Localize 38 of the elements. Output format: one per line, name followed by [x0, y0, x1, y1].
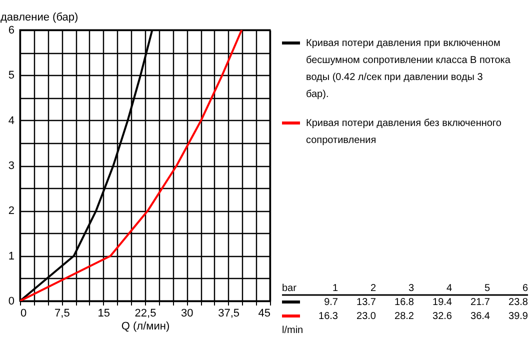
legend-label: Кривая потери давления без включенного сопротивления	[306, 118, 502, 146]
x-axis-title: Q (л/мин)	[121, 320, 170, 332]
text: 39.9	[508, 311, 528, 322]
legend-label: Кривая потери давления при включенном бесшумном сопротивлении класса B потока воды (0.42 л/сек при давлении воды 3 бар).	[306, 38, 511, 100]
x-tick-label: 30	[181, 308, 194, 320]
x-tick-label: 37,5	[218, 308, 240, 320]
text: 1	[332, 283, 338, 294]
y-tick-label: 2	[8, 205, 14, 218]
text: 3	[408, 283, 414, 294]
text: 6	[522, 283, 528, 294]
text: 13.7	[356, 297, 376, 308]
text: 23.8	[508, 297, 528, 308]
y-axis-title: давление (бар)	[0, 12, 78, 24]
text: 4	[446, 283, 452, 294]
text: 36.4	[470, 311, 490, 322]
text: 32.6	[432, 311, 452, 322]
text: bar	[282, 283, 298, 294]
y-tick-label: 5	[8, 70, 14, 82]
x-tick-label: 7,5	[54, 308, 70, 320]
text: 16.8	[394, 297, 414, 308]
text: 5	[484, 283, 490, 294]
text: 16.3	[318, 311, 338, 322]
x-tick-label: 15	[98, 308, 110, 320]
text: 9.7	[324, 297, 338, 308]
x-tick-label: 45	[258, 308, 270, 320]
text: l/min	[282, 325, 304, 336]
y-tick-label: 3	[8, 160, 14, 172]
text: 28.2	[394, 311, 414, 322]
y-tick-label: 4	[8, 114, 14, 127]
text: 19.4	[432, 297, 452, 308]
y-tick-label: 0	[8, 296, 14, 308]
x-tick-label: 0	[20, 308, 27, 320]
x-tick-label: 22,5	[134, 308, 156, 320]
y-tick-label: 6	[8, 24, 14, 36]
y-tick-label: 1	[8, 250, 14, 262]
text: 23.0	[356, 311, 376, 322]
text: 21.7	[470, 297, 490, 308]
text: 2	[370, 283, 376, 294]
